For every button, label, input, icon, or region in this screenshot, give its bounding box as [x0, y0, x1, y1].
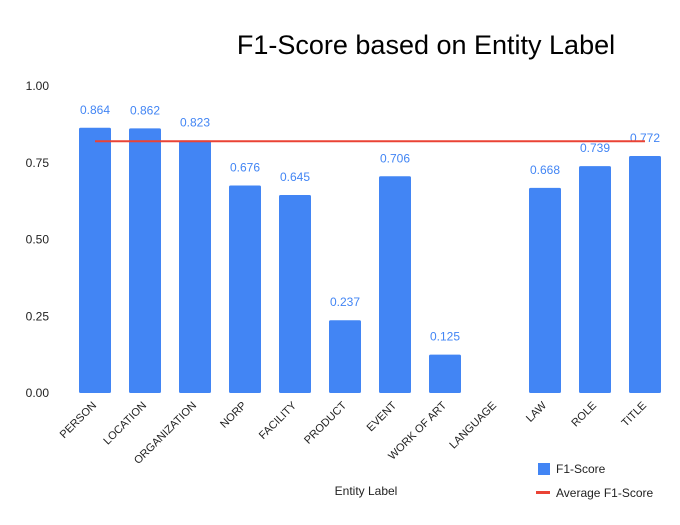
y-tick-label: 0.00 — [26, 386, 50, 400]
x-tick-label: FACILITY — [257, 399, 300, 442]
bar-title — [629, 155, 661, 393]
bar-role — [579, 166, 611, 393]
bar-norp — [229, 185, 261, 393]
y-tick-label: 0.25 — [26, 309, 50, 323]
y-tick-label: 0.50 — [26, 233, 50, 247]
chart-title: F1-Score based on Entity Label — [237, 30, 615, 60]
bar-facility — [279, 194, 311, 393]
bar-value-label: 0.823 — [180, 115, 210, 129]
bar-law — [529, 187, 561, 393]
x-axis-title: Entity Label — [335, 484, 398, 498]
legend-label-average-f1-score: Average F1-Score — [556, 486, 653, 500]
bar-value-label: 0.676 — [230, 160, 260, 174]
bar-value-label: 0.125 — [430, 330, 460, 344]
bar-person — [79, 127, 111, 393]
legend-swatch-average-f1-score — [536, 491, 550, 494]
bar-product — [329, 320, 361, 393]
y-tick-label: 0.75 — [26, 156, 50, 170]
x-tick-label: ROLE — [569, 400, 599, 430]
x-tick-label: EVENT — [365, 399, 400, 434]
x-tick-label: LOCATION — [101, 400, 149, 448]
bars-group — [79, 127, 661, 393]
legend: F1-Score Average F1-Score — [536, 462, 653, 500]
x-tick-label: PERSON — [58, 400, 99, 441]
bar-value-label: 0.706 — [380, 151, 410, 165]
bar-work-of-art — [429, 354, 461, 393]
legend-label-f1-score: F1-Score — [556, 462, 606, 476]
x-tick-label: TITLE — [619, 400, 649, 430]
bar-value-label: 0.237 — [330, 295, 360, 309]
bar-location — [129, 128, 161, 393]
bar-value-label: 0.645 — [280, 170, 310, 184]
bar-event — [379, 176, 411, 393]
bar-value-label: 0.668 — [530, 163, 560, 177]
bar-value-label: 0.772 — [630, 131, 660, 145]
x-tick-label: LAW — [524, 399, 549, 424]
y-axis: 0.00 0.25 0.50 0.75 1.00 — [26, 79, 50, 400]
value-labels-group: 0.864 0.862 0.823 0.676 0.645 0.237 0.706 0.125… — [80, 103, 660, 344]
bar-value-label: 0.864 — [80, 103, 110, 117]
bar-value-label: 0.862 — [130, 103, 160, 117]
x-tick-label: PRODUCT — [302, 399, 349, 446]
bar-value-label: 0.739 — [580, 141, 610, 155]
y-tick-label: 1.00 — [26, 79, 50, 93]
x-tick-label: NORP — [218, 400, 249, 431]
bar-organization — [179, 140, 211, 393]
x-tick-label: LANGUAGE — [447, 400, 499, 452]
legend-swatch-f1-score — [538, 463, 550, 475]
